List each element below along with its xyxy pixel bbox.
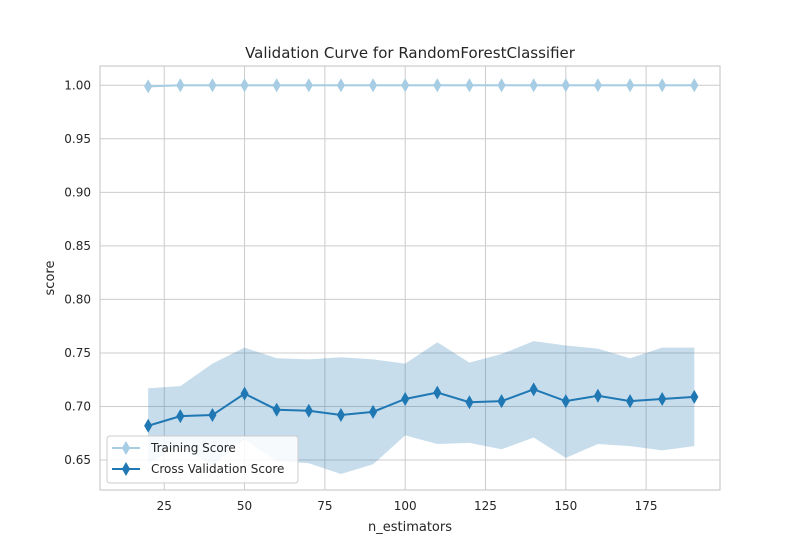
y-tick-label: 0.95 [64,132,91,146]
y-tick-label: 0.90 [64,185,91,199]
legend-label-cv: Cross Validation Score [151,462,284,476]
y-tick-label: 0.75 [64,346,91,360]
cv-score-point [304,403,313,418]
x-tick-label: 50 [237,499,252,513]
cv-score-point [433,385,442,400]
training-score-point [144,79,153,94]
cv-score-point [176,409,185,424]
x-tick-label: 175 [635,499,658,513]
x-tick-label: 100 [394,499,417,513]
legend-marker-training [121,441,131,455]
x-tick-label: 125 [474,499,497,513]
training-score-point [240,78,249,93]
x-tick-label: 150 [554,499,577,513]
legend-label-training: Training Score [150,441,236,455]
cv-score-point [497,394,506,409]
cv-score-point [658,391,667,406]
legend-box [106,435,299,484]
cv-score-point [272,402,281,417]
x-axis-label: n_estimators [368,520,452,535]
cv-score-point [690,389,699,404]
score-markers [144,78,699,433]
training-score-point [625,78,635,93]
score-lines [147,84,695,427]
training-score-point [368,78,378,93]
y-axis-label: score [43,261,58,296]
x-tick-label: 25 [157,499,172,513]
cv-score-point [401,391,410,406]
training-score-point [208,78,217,93]
training-score-point [272,78,281,93]
cv-score-point [465,395,474,410]
training-score-point [176,78,185,93]
training-score-point [433,78,442,93]
y-tick-label: 0.70 [64,399,91,413]
y-tick-label: 1.00 [64,78,91,92]
training-score-point [593,78,603,93]
training-score-point [497,78,506,93]
training-score-point [336,78,346,93]
cv-score-point [208,408,217,423]
training-score-point [465,78,474,93]
cv-score-point [144,418,153,433]
training-score-point [401,78,410,93]
cv-score-line [147,388,695,427]
chart-title: Validation Curve for RandomForestClassif… [245,44,576,62]
legend: Training Score Cross Validation Score [106,435,299,484]
cv-score-point [593,388,603,403]
cv-score-point [240,386,249,401]
training-score-point [561,78,570,93]
cv-score-point [625,394,635,409]
training-score-point [658,78,667,93]
plot-frame [99,65,721,491]
cv-score-point [336,408,346,423]
plot-area [100,66,720,490]
y-tick-labels: 0.65 0.70 0.75 0.80 0.85 0.90 0.95 1.00 [64,78,91,467]
training-score-line [148,84,695,88]
x-tick-labels: 25 50 75 100 125 150 175 [157,499,658,513]
y-tick-label: 0.80 [64,292,91,306]
cv-score-point [368,404,378,419]
grid-lines [100,66,720,490]
legend-marker-cv [121,462,131,476]
cv-score-point [529,382,538,397]
training-score-point [529,78,538,93]
x-tick-label: 75 [317,499,332,513]
y-tick-label: 0.85 [64,239,91,253]
y-tick-label: 0.65 [64,453,91,467]
cv-score-point [561,394,570,409]
training-score-point [690,78,699,93]
training-score-point [304,78,313,93]
